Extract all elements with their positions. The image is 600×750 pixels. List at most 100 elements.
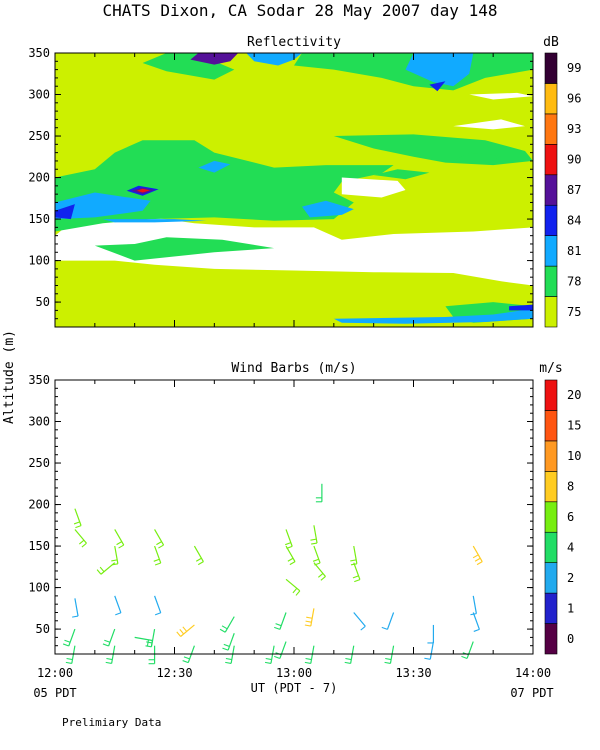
wind-barbs: [62, 483, 483, 665]
wind-barb: [111, 545, 119, 566]
wind-barb: [176, 624, 195, 637]
reflectivity-contour-region: [405, 53, 474, 87]
wind-barb: [350, 545, 358, 566]
figure-title: CHATS Dixon, CA Sodar 28 May 2007 day 14…: [103, 1, 498, 20]
reflectivity-contour-region: [55, 192, 151, 220]
wind-barbs-colorbar-swatch: [544, 501, 558, 533]
reflectivity-y-tick-label: 350: [28, 46, 50, 60]
reflectivity-title: Reflectivity: [247, 35, 341, 50]
wind-barb: [274, 612, 287, 630]
reflectivity-y-tick-label: 50: [36, 295, 50, 309]
wind-barb: [461, 641, 474, 659]
wind-barb: [73, 508, 82, 529]
reflectivity-colorbar-label: 81: [567, 244, 581, 258]
wind-barb: [264, 645, 275, 664]
reflectivity-contour-region: [373, 169, 430, 180]
reflectivity-contour-region: [302, 200, 354, 218]
local-time-right-label: 07 PDT: [510, 686, 553, 700]
reflectivity-colorbar-label: 93: [567, 122, 581, 136]
wind-barbs-x-tick-label: 14:00: [515, 666, 551, 680]
reflectivity-clear-region: [341, 177, 406, 198]
wind-barb: [274, 641, 287, 659]
wind-barbs-colorbar-label: 10: [567, 449, 581, 463]
wind-barbs-colorbar-unit: m/s: [539, 361, 562, 376]
wind-barb: [304, 608, 315, 627]
reflectivity-colorbar-unit: dB: [543, 35, 559, 50]
reflectivity-contour-region: [102, 219, 207, 223]
reflectivity-colorbar-label: 96: [567, 92, 581, 106]
reflectivity-axes: 50 100 150 200 250 300 350: [28, 46, 534, 328]
reflectivity-contour-region: [333, 308, 533, 324]
wind-barb: [114, 595, 122, 616]
wind-barbs-colorbar-label: 4: [567, 540, 574, 554]
reflectivity-y-tick-label: 150: [28, 212, 50, 226]
reflectivity-contour-region: [453, 152, 502, 165]
wind-barbs-plot-frame: [54, 379, 534, 655]
wind-barbs-colorbar-label: 20: [567, 388, 581, 402]
wind-barbs-panel: Wind Barbs (m/s) 5010015020025030035012:…: [28, 361, 581, 680]
wind-barb: [427, 624, 435, 644]
reflectivity-colorbar-swatch: [544, 204, 558, 236]
reflectivity-contour-region: [55, 260, 533, 327]
reflectivity-clear-region: [469, 92, 533, 100]
wind-barbs-y-tick-label: 50: [36, 622, 50, 636]
wind-barb: [225, 645, 235, 664]
local-time-left-label: 05 PDT: [33, 686, 76, 700]
wind-barbs-colorbar-swatch: [544, 440, 558, 472]
wind-barbs-y-tick-label: 250: [28, 456, 50, 470]
reflectivity-colorbar-swatch: [544, 265, 558, 297]
reflectivity-colorbar-swatch: [544, 113, 558, 145]
wind-barbs-y-tick-label: 150: [28, 539, 50, 553]
wind-barbs-x-tick-label: 12:00: [37, 666, 73, 680]
wind-barbs-colorbar-label: 15: [567, 419, 581, 433]
wind-barb: [145, 628, 156, 648]
reflectivity-colorbar-label: 90: [567, 153, 581, 167]
wind-barbs-x-tick-label: 13:30: [395, 666, 431, 680]
reflectivity-contours: [55, 53, 533, 327]
wind-barbs-title: Wind Barbs (m/s): [231, 361, 356, 376]
wind-barbs-colorbar-swatch: [544, 471, 558, 503]
wind-barb: [424, 641, 435, 660]
wind-barbs-colorbar-label: 0: [567, 632, 574, 646]
wind-barb: [384, 645, 395, 664]
wind-barbs-y-tick-label: 200: [28, 498, 50, 512]
wind-barbs-colorbar-label: 8: [567, 480, 574, 494]
reflectivity-contour-region: [429, 81, 446, 92]
wind-barb: [154, 529, 165, 549]
wind-barb: [222, 633, 235, 651]
wind-barb: [285, 545, 296, 566]
wind-barbs-colorbar-label: 2: [567, 571, 574, 585]
wind-barbs-colorbar-swatch: [544, 379, 558, 411]
reflectivity-colorbar: 75 78 81 84 87 90 93 96 99: [544, 52, 581, 328]
wind-barb: [193, 545, 204, 566]
reflectivity-colorbar-swatch: [544, 83, 558, 115]
wind-barb: [102, 628, 116, 647]
wind-barb: [72, 598, 79, 618]
wind-barb: [470, 595, 477, 616]
reflectivity-contour-region: [190, 53, 239, 65]
wind-barbs-axes: 50 100 150 200 250 300 350 12:00 12:30 13:00 13:30…: [28, 373, 551, 680]
reflectivity-colorbar-label: 99: [567, 61, 581, 75]
reflectivity-colorbar-swatch: [544, 144, 558, 176]
reflectivity-colorbar-label: 87: [567, 183, 581, 197]
y-axis-label: Altitude (m): [2, 330, 17, 424]
wind-barbs-colorbar-swatch: [544, 592, 558, 624]
wind-barb: [304, 645, 315, 664]
wind-barbs-colorbar-label: 6: [567, 510, 574, 524]
wind-barb: [153, 545, 162, 566]
footnote: Prelimiary Data: [62, 716, 161, 729]
wind-barb: [96, 562, 116, 575]
wind-barb: [154, 595, 162, 616]
reflectivity-contour-region: [246, 53, 302, 66]
x-axis-label: UT (PDT - 7): [251, 681, 338, 695]
reflectivity-colorbar-swatch: [544, 235, 558, 267]
wind-barb: [353, 612, 366, 631]
wind-barb: [472, 612, 480, 632]
wind-barb: [219, 616, 235, 633]
reflectivity-colorbar-label: 78: [567, 274, 581, 288]
reflectivity-contour-region: [198, 160, 231, 173]
wind-barb: [285, 578, 301, 596]
wind-barb: [381, 612, 395, 630]
